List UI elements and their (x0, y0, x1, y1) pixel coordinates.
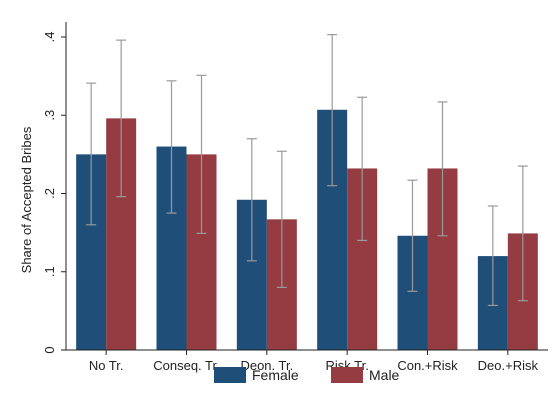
error-bar-male-5 (517, 165, 528, 302)
legend-swatch-female (214, 367, 246, 383)
error-bar-male-3 (357, 96, 368, 242)
x-tick-label-0: No Tr. (89, 358, 124, 373)
legend-label-male: Male (369, 367, 400, 383)
legend: Female Male (214, 367, 400, 383)
axes: No Tr. Conseq. Tr. Deon. Tr. Risk Tr. Con.+R… (42, 22, 548, 373)
y-tick-label-1: .1 (42, 266, 57, 277)
y-tick-label-4: .4 (42, 32, 57, 43)
error-bar-female-2 (246, 138, 257, 262)
legend-label-female: Female (252, 367, 299, 383)
error-bar-female-0 (86, 82, 97, 226)
y-tick-label-2: .2 (42, 188, 57, 199)
error-bar-male-0 (116, 39, 127, 198)
legend-swatch-male (331, 367, 363, 383)
x-tick-label-4: Con.+Risk (397, 358, 458, 373)
x-tick-label-5: Deo.+Risk (478, 358, 539, 373)
plot-area (76, 34, 538, 351)
y-tick-label-3: .3 (42, 110, 57, 121)
y-axis-title: Share of Accepted Bribes (19, 126, 34, 273)
error-bar-male-1 (196, 74, 207, 235)
x-tick-label-1: Conseq. Tr. (153, 358, 219, 373)
error-bar-male-4 (437, 101, 448, 237)
x-tick-label-2: Deon. Tr. (240, 358, 293, 373)
error-bar-male-2 (276, 150, 287, 288)
error-bar-female-4 (407, 179, 418, 292)
error-bar-female-1 (166, 80, 177, 214)
error-bar-female-3 (327, 34, 338, 187)
y-tick-label-0: 0 (42, 346, 57, 353)
error-bar-female-5 (487, 205, 498, 306)
